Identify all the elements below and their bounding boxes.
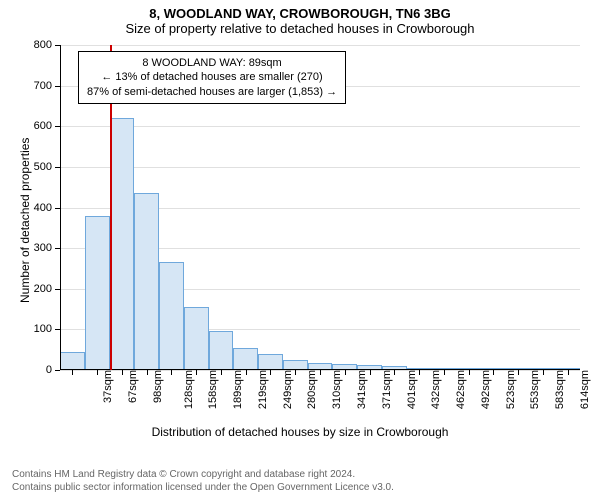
- x-tick-label: 523sqm: [499, 370, 517, 409]
- x-tick-label: 280sqm: [301, 370, 319, 409]
- y-axis-label: Number of detached properties: [18, 137, 32, 302]
- x-tick-label: 371sqm: [375, 370, 393, 409]
- y-tick-label: 800: [34, 39, 60, 51]
- gridline: [60, 45, 580, 46]
- x-tickmark: [568, 370, 569, 375]
- histogram-bar: [233, 348, 258, 370]
- annotation-box: 8 WOODLAND WAY: 89sqm← 13% of detached h…: [78, 51, 346, 104]
- histogram-bar: [209, 331, 234, 370]
- x-tickmark: [147, 370, 148, 375]
- x-tickmark: [493, 370, 494, 375]
- x-tickmark: [221, 370, 222, 375]
- x-tick-label: 37sqm: [96, 370, 114, 403]
- x-tickmark: [345, 370, 346, 375]
- x-tick-label: 492sqm: [474, 370, 492, 409]
- footer-line-2: Contains public sector information licen…: [12, 481, 394, 494]
- x-tick-label: 249sqm: [276, 370, 294, 409]
- y-tick-label: 100: [34, 323, 60, 335]
- histogram-bar: [134, 193, 159, 370]
- x-tickmark: [72, 370, 73, 375]
- annotation-line: 87% of semi-detached houses are larger (…: [87, 85, 337, 99]
- x-tickmark: [171, 370, 172, 375]
- x-axis-label: Distribution of detached houses by size …: [0, 425, 600, 439]
- x-tickmark: [122, 370, 123, 375]
- x-tick-label: 310sqm: [325, 370, 343, 409]
- x-tick-label: 432sqm: [424, 370, 442, 409]
- x-tickmark: [246, 370, 247, 375]
- gridline: [60, 167, 580, 168]
- x-tickmark: [320, 370, 321, 375]
- histogram-bar: [258, 354, 283, 370]
- histogram-bar: [159, 262, 184, 370]
- x-tick-label: 128sqm: [177, 370, 195, 409]
- x-axis: [60, 369, 580, 370]
- annotation-line: 8 WOODLAND WAY: 89sqm: [87, 56, 337, 70]
- x-tick-label: 401sqm: [400, 370, 418, 409]
- chart-subtitle: Size of property relative to detached ho…: [0, 21, 600, 36]
- y-axis: [60, 45, 61, 370]
- footer-attribution: Contains HM Land Registry data © Crown c…: [12, 468, 394, 494]
- x-tick-label: 219sqm: [251, 370, 269, 409]
- y-tick-label: 0: [46, 364, 60, 376]
- x-tick-label: 189sqm: [226, 370, 244, 409]
- y-tick-label: 500: [34, 161, 60, 173]
- x-tick-label: 553sqm: [523, 370, 541, 409]
- x-tickmark: [518, 370, 519, 375]
- x-tickmark: [370, 370, 371, 375]
- y-tick-label: 700: [34, 80, 60, 92]
- x-tickmark: [444, 370, 445, 375]
- x-tick-label: 158sqm: [202, 370, 220, 409]
- x-tickmark: [97, 370, 98, 375]
- y-tick-label: 300: [34, 242, 60, 254]
- x-tickmark: [469, 370, 470, 375]
- x-tickmark: [270, 370, 271, 375]
- histogram-bar: [85, 216, 110, 370]
- x-tick-label: 341sqm: [350, 370, 368, 409]
- x-tickmark: [196, 370, 197, 375]
- x-tickmark: [419, 370, 420, 375]
- y-tick-label: 200: [34, 283, 60, 295]
- x-tick-label: 462sqm: [449, 370, 467, 409]
- x-tickmark: [295, 370, 296, 375]
- x-tickmark: [394, 370, 395, 375]
- footer-line-1: Contains HM Land Registry data © Crown c…: [12, 468, 394, 481]
- x-tick-label: 67sqm: [121, 370, 139, 403]
- y-tick-label: 600: [34, 120, 60, 132]
- histogram-bar: [110, 118, 135, 370]
- annotation-line: ← 13% of detached houses are smaller (27…: [87, 70, 337, 84]
- x-tick-label: 583sqm: [548, 370, 566, 409]
- y-tick-label: 400: [34, 202, 60, 214]
- chart-title-address: 8, WOODLAND WAY, CROWBOROUGH, TN6 3BG: [0, 0, 600, 21]
- histogram-bar: [184, 307, 209, 370]
- x-tickmark: [543, 370, 544, 375]
- gridline: [60, 126, 580, 127]
- x-tick-label: 614sqm: [573, 370, 591, 409]
- plot-area: 010020030040050060070080037sqm67sqm98sqm…: [60, 45, 580, 370]
- x-tick-label: 98sqm: [146, 370, 164, 403]
- histogram-bar: [60, 352, 85, 370]
- chart-container: 8, WOODLAND WAY, CROWBOROUGH, TN6 3BG Si…: [0, 0, 600, 500]
